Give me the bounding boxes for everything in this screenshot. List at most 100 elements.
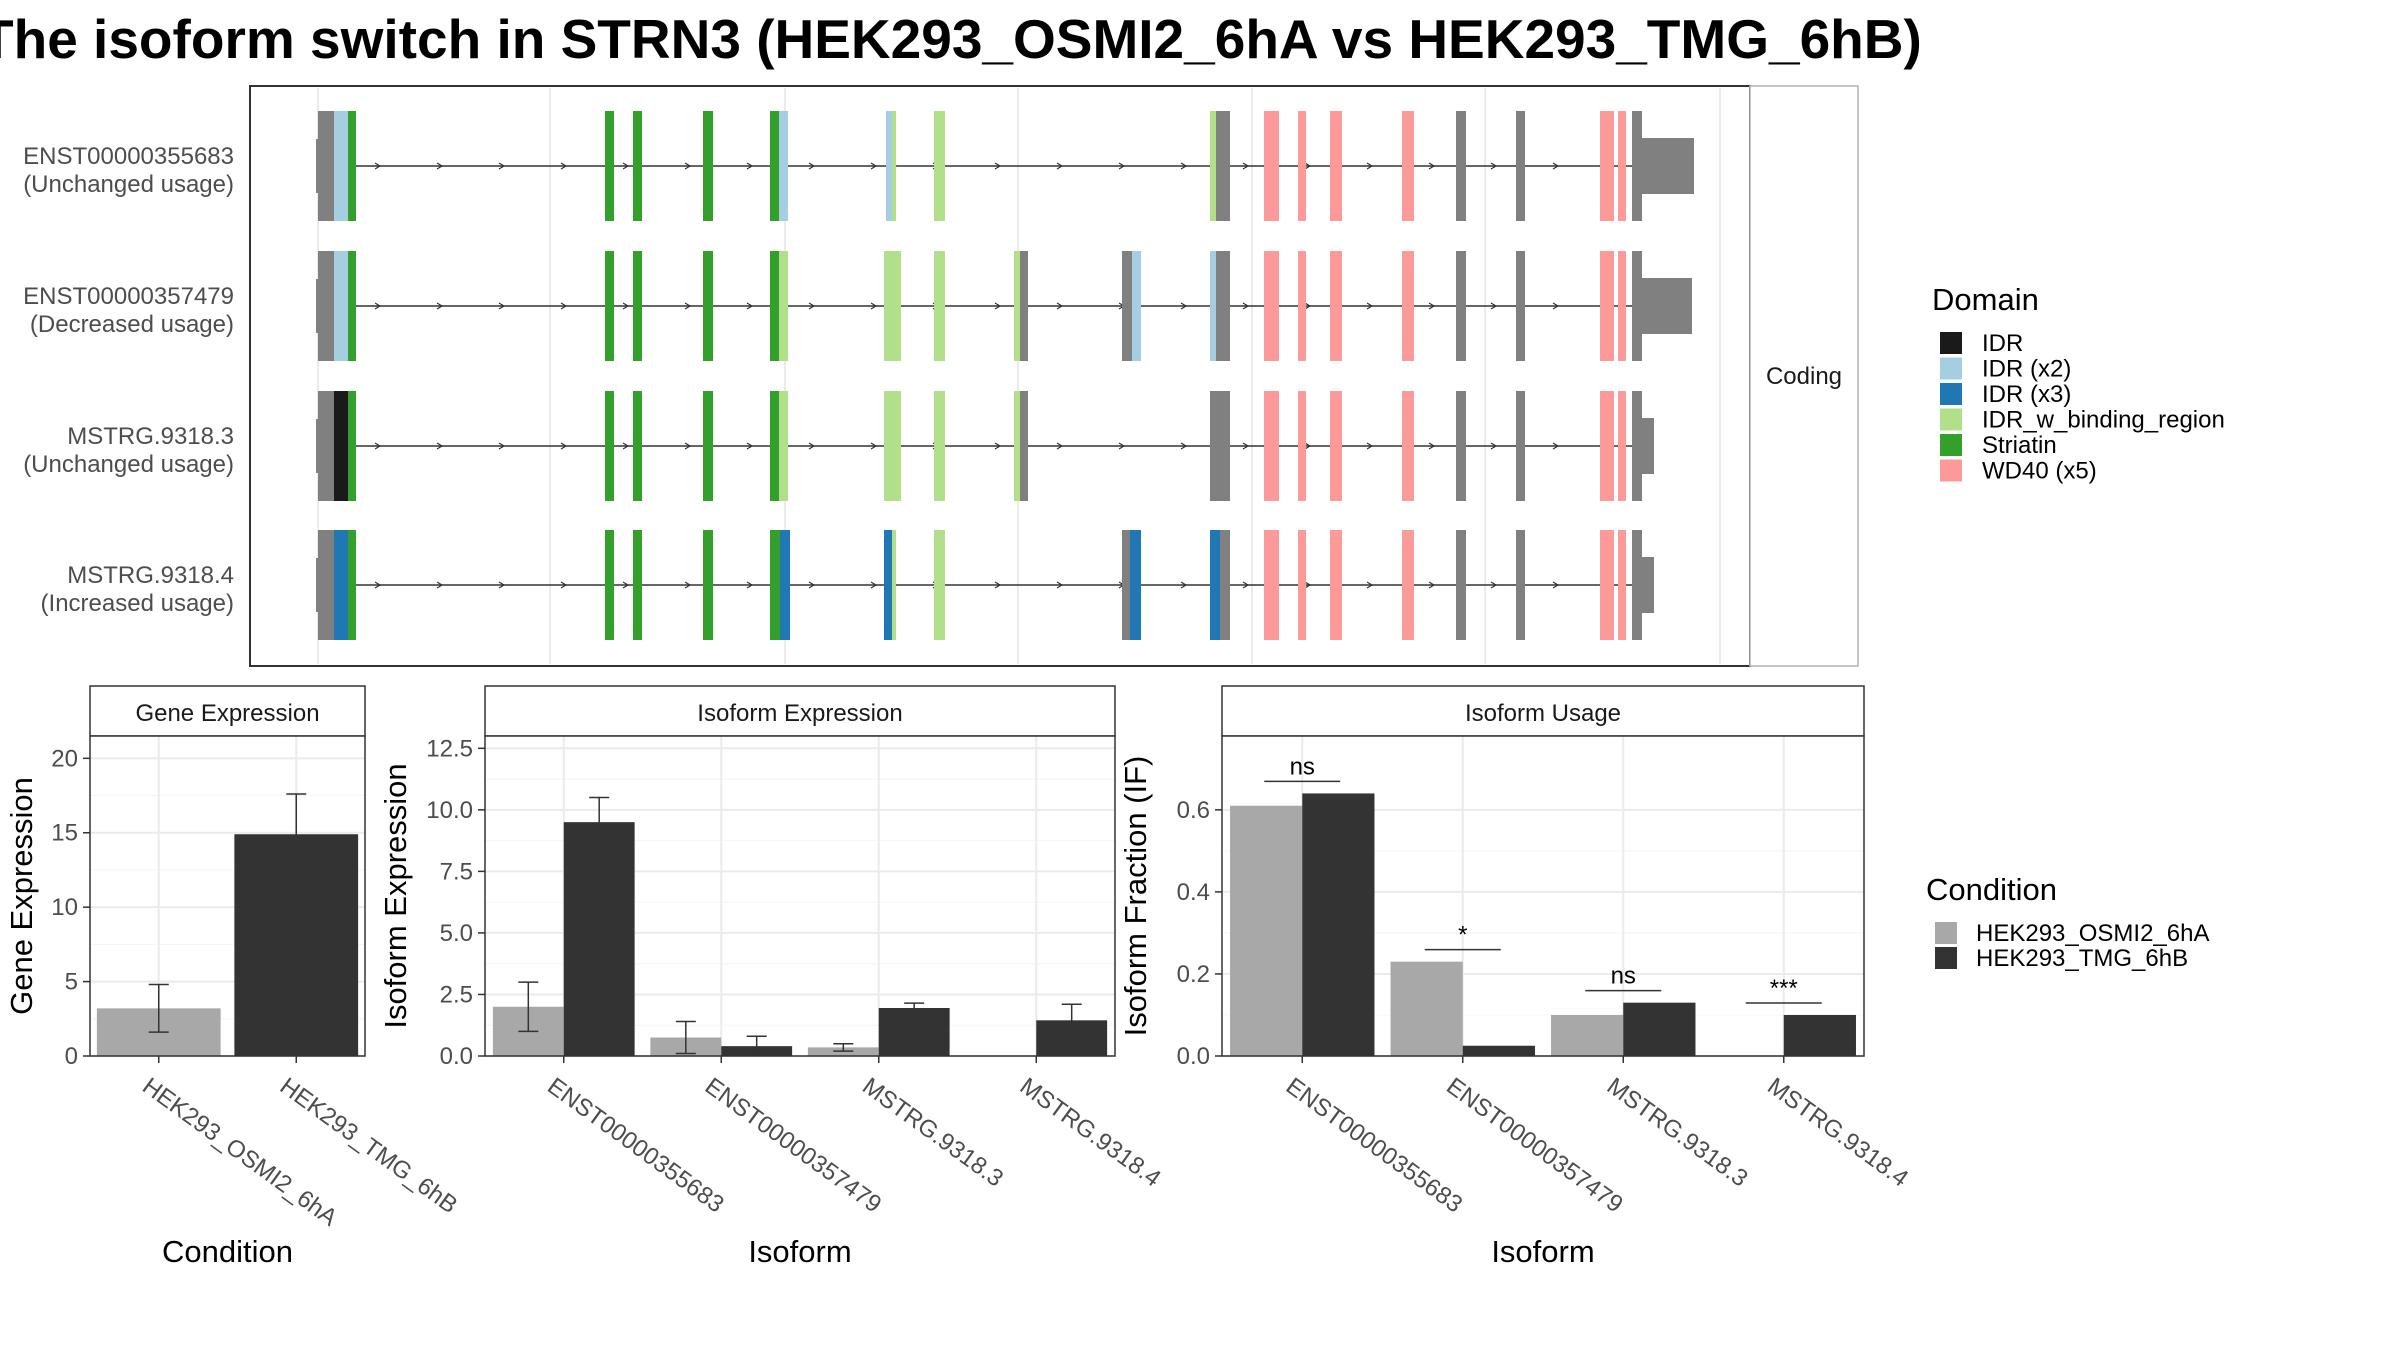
- exon-idr-x3-: [1130, 530, 1141, 640]
- domain-legend-swatch: [1940, 408, 1962, 431]
- strand-arrow: [560, 442, 568, 450]
- panel-strip-label: Isoform Usage: [1465, 700, 1621, 727]
- exon-striatin: [703, 111, 713, 221]
- exon-striatin: [605, 251, 614, 361]
- exon-idr-w-binding-region: [884, 391, 901, 501]
- exon-striatin: [633, 251, 642, 361]
- strand-arrow: [1056, 581, 1064, 589]
- isoform-label-usage: (Unchanged usage): [23, 451, 234, 478]
- strand-arrow: [1366, 581, 1374, 589]
- strand-arrow: [1490, 302, 1498, 310]
- significance-label: ***: [1770, 975, 1798, 1002]
- exon-noncoding-exon: [1216, 251, 1230, 361]
- strand-arrow: [684, 162, 692, 170]
- exon-noncoding-exon: [318, 530, 334, 640]
- domain-legend-swatch: [1940, 459, 1962, 482]
- exon-noncoding-exon: [1516, 111, 1525, 221]
- exon-wd40-x5-: [1330, 391, 1342, 501]
- exon-wd40-x5-: [1402, 251, 1414, 361]
- domain-legend-swatch: [1940, 434, 1962, 456]
- exon-wd40-x5-: [1264, 530, 1279, 640]
- y-tick-label: 0.2: [1177, 961, 1210, 988]
- exon-noncoding-exon: [1516, 391, 1525, 501]
- exon-noncoding-exon: [1456, 111, 1466, 221]
- y-tick-label: 0.6: [1177, 797, 1210, 824]
- strand-arrow: [622, 581, 630, 589]
- isoform-usage-panel: Isoform Usage ns * ns *** 0.0 0.2 0.4 0.6 ENST000…: [1118, 685, 1913, 1269]
- strand-arrow: [1242, 442, 1250, 450]
- x-tick-label: MSTRG.9318.4: [1762, 1073, 1913, 1193]
- strand-arrow: [870, 302, 878, 310]
- strand-arrow: [436, 581, 444, 589]
- coding-strip: [1749, 85, 1859, 667]
- exon-wd40-x5-: [1618, 530, 1626, 640]
- exon-striatin: [633, 391, 642, 501]
- exon-idr-w-binding-region: [884, 251, 901, 361]
- exon-noncoding-exon: [1632, 251, 1642, 361]
- strand-arrow: [1304, 302, 1312, 310]
- panel-strip-label: Isoform Expression: [697, 700, 902, 727]
- bar: [563, 822, 635, 1056]
- exon-noncoding-exon: [1456, 530, 1466, 640]
- domain-legend-label: Striatin: [1982, 432, 2057, 459]
- exon-idr-w-binding-region: [934, 111, 945, 221]
- strand-arrow: [1366, 302, 1374, 310]
- condition-legend-swatch: [1935, 922, 1957, 944]
- condition-legend-label: HEK293_TMG_6hB: [1976, 945, 2188, 972]
- exon-noncoding-exon: [318, 111, 334, 221]
- strand-arrow: [994, 442, 1002, 450]
- coding-facet-label: Coding: [1766, 363, 1842, 390]
- bar: [1783, 1014, 1856, 1056]
- y-tick-label: 2.5: [440, 981, 473, 1008]
- bar: [1462, 1045, 1535, 1056]
- strand-arrow: [746, 302, 754, 310]
- significance-label: *: [1458, 922, 1467, 949]
- y-tick-label: 10.0: [426, 797, 473, 824]
- strand-arrow: [1056, 162, 1064, 170]
- strand-arrow: [1304, 162, 1312, 170]
- x-tick-label: MSTRG.9318.3: [1602, 1073, 1753, 1193]
- significance-label: ns: [1290, 753, 1315, 780]
- strand-arrow: [498, 442, 506, 450]
- exon-noncoding-exon: [1020, 391, 1028, 501]
- exon-wd40-x5-: [1402, 391, 1414, 501]
- isoform-labels: ENST00000355683(Unchanged usage)ENST0000…: [23, 143, 234, 617]
- exon-striatin: [633, 530, 642, 640]
- panel-strip: [1221, 685, 1865, 737]
- x-tick-label: ENST00000355683: [1281, 1073, 1467, 1219]
- exon-idr-w-binding-region: [1210, 111, 1216, 221]
- strand-arrow: [1366, 162, 1374, 170]
- strand-arrow: [746, 162, 754, 170]
- exon-idr-x3-: [780, 530, 790, 640]
- exon-wd40-x5-: [1618, 251, 1626, 361]
- strand-arrow: [994, 162, 1002, 170]
- exon-striatin: [605, 391, 614, 501]
- exon-wd40-x5-: [1298, 111, 1306, 221]
- strand-arrow: [1242, 581, 1250, 589]
- exon-idr-x3-: [334, 530, 348, 640]
- strand-arrow: [1118, 162, 1126, 170]
- structure-tracks: [316, 111, 1694, 640]
- exon-wd40-x5-: [1298, 251, 1306, 361]
- exon-idr-x2-: [779, 111, 788, 221]
- bar: [1302, 793, 1375, 1056]
- strand-arrow: [560, 162, 568, 170]
- strand-arrow: [1180, 442, 1188, 450]
- y-tick-label: 5: [65, 969, 78, 996]
- y-axis-title: Gene Expression: [4, 777, 39, 1015]
- x-axis-title: Condition: [162, 1234, 293, 1269]
- strand-arrow: [374, 442, 382, 450]
- exon-striatin: [770, 530, 780, 640]
- exon-noncoding-exon: [1220, 530, 1230, 640]
- exon-wd40-x5-: [1330, 530, 1342, 640]
- y-tick-label: 7.5: [440, 858, 473, 885]
- exon-striatin: [703, 530, 713, 640]
- exon-idr-x2-: [334, 111, 348, 221]
- domain-legend-label: IDR (x3): [1982, 381, 2071, 408]
- strand-arrow: [994, 302, 1002, 310]
- condition-legend-title: Condition: [1926, 872, 2057, 907]
- domain-legend-label: IDR: [1982, 330, 2023, 357]
- strand-arrow: [1056, 302, 1064, 310]
- strand-arrow: [1428, 162, 1436, 170]
- strand-arrow: [1242, 162, 1250, 170]
